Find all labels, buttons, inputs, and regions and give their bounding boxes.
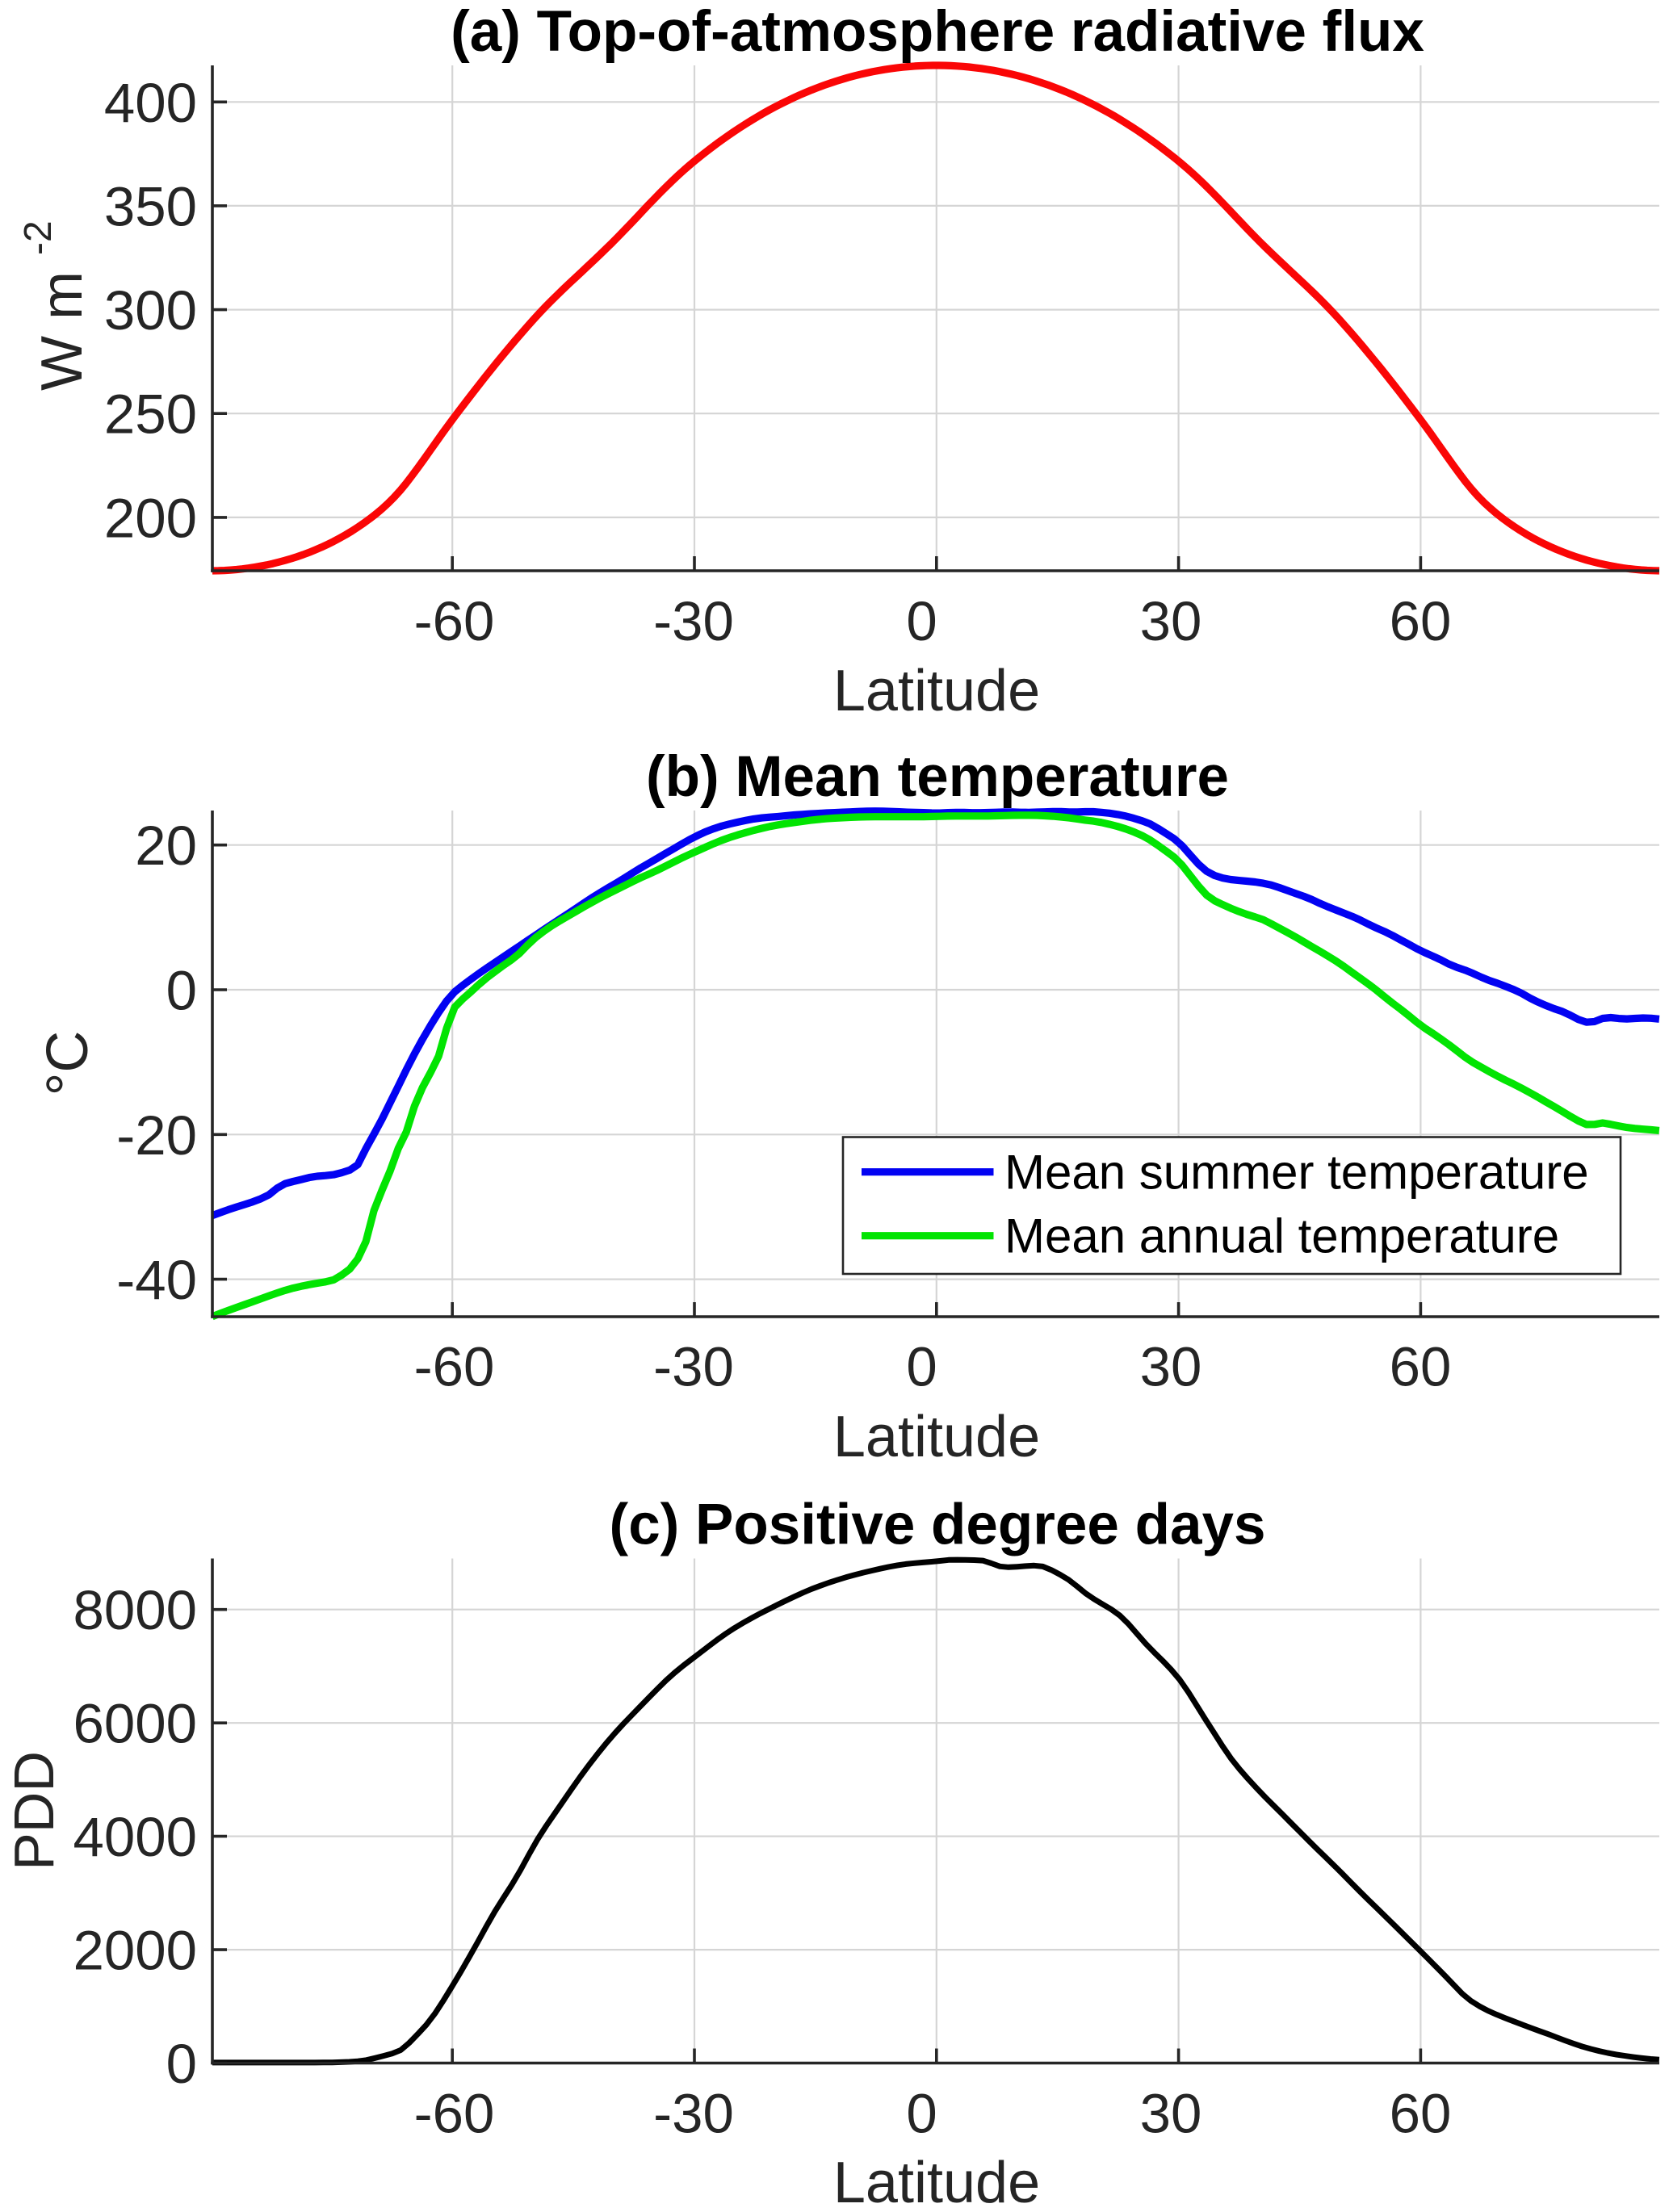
svg-text:60: 60 [1390, 590, 1452, 652]
svg-text:Latitude: Latitude [833, 659, 1040, 723]
svg-text:°C: °C [36, 1031, 100, 1096]
svg-text:0: 0 [166, 960, 197, 1022]
svg-text:4000: 4000 [73, 1806, 198, 1868]
svg-text:-60: -60 [414, 2083, 495, 2145]
svg-text:Mean annual temperature: Mean annual temperature [1004, 1209, 1559, 1263]
svg-text:-30: -30 [653, 590, 734, 652]
svg-text:60: 60 [1390, 1336, 1452, 1398]
svg-text:0: 0 [906, 1336, 937, 1398]
svg-text:30: 30 [1140, 2083, 1202, 2145]
svg-text:0: 0 [906, 2083, 937, 2145]
svg-text:-40: -40 [116, 1249, 197, 1311]
svg-text:Latitude: Latitude [833, 2151, 1040, 2212]
svg-text:PDD: PDD [2, 1751, 65, 1871]
svg-text:30: 30 [1140, 1336, 1202, 1398]
svg-text:-2: -2 [17, 220, 60, 255]
svg-text:350: 350 [104, 175, 197, 237]
svg-text:(c) Positive degree days: (c) Positive degree days [610, 1494, 1266, 1557]
svg-text:400: 400 [104, 72, 197, 134]
svg-text:200: 200 [104, 487, 197, 549]
svg-text:250: 250 [104, 383, 197, 446]
svg-text:Mean summer temperature: Mean summer temperature [1004, 1145, 1589, 1199]
svg-text:-20: -20 [116, 1104, 197, 1167]
svg-text:-30: -30 [653, 2083, 734, 2145]
svg-text:Latitude: Latitude [833, 1405, 1040, 1469]
svg-text:30: 30 [1140, 590, 1202, 652]
svg-text:0: 0 [906, 590, 937, 652]
svg-text:60: 60 [1390, 2083, 1452, 2145]
svg-text:2000: 2000 [73, 1920, 198, 1982]
svg-text:W m: W m [30, 271, 94, 391]
svg-text:-60: -60 [414, 1336, 495, 1398]
svg-text:0: 0 [166, 2033, 197, 2095]
svg-text:-60: -60 [414, 590, 495, 652]
svg-text:20: 20 [135, 815, 197, 877]
svg-text:-30: -30 [653, 1336, 734, 1398]
svg-text:8000: 8000 [73, 1579, 198, 1641]
svg-text:6000: 6000 [73, 1693, 198, 1755]
svg-text:(a) Top-of-atmosphere radiativ: (a) Top-of-atmosphere radiative flux [451, 0, 1424, 64]
svg-text:300: 300 [104, 279, 197, 341]
svg-text:(b) Mean temperature: (b) Mean temperature [646, 745, 1229, 809]
